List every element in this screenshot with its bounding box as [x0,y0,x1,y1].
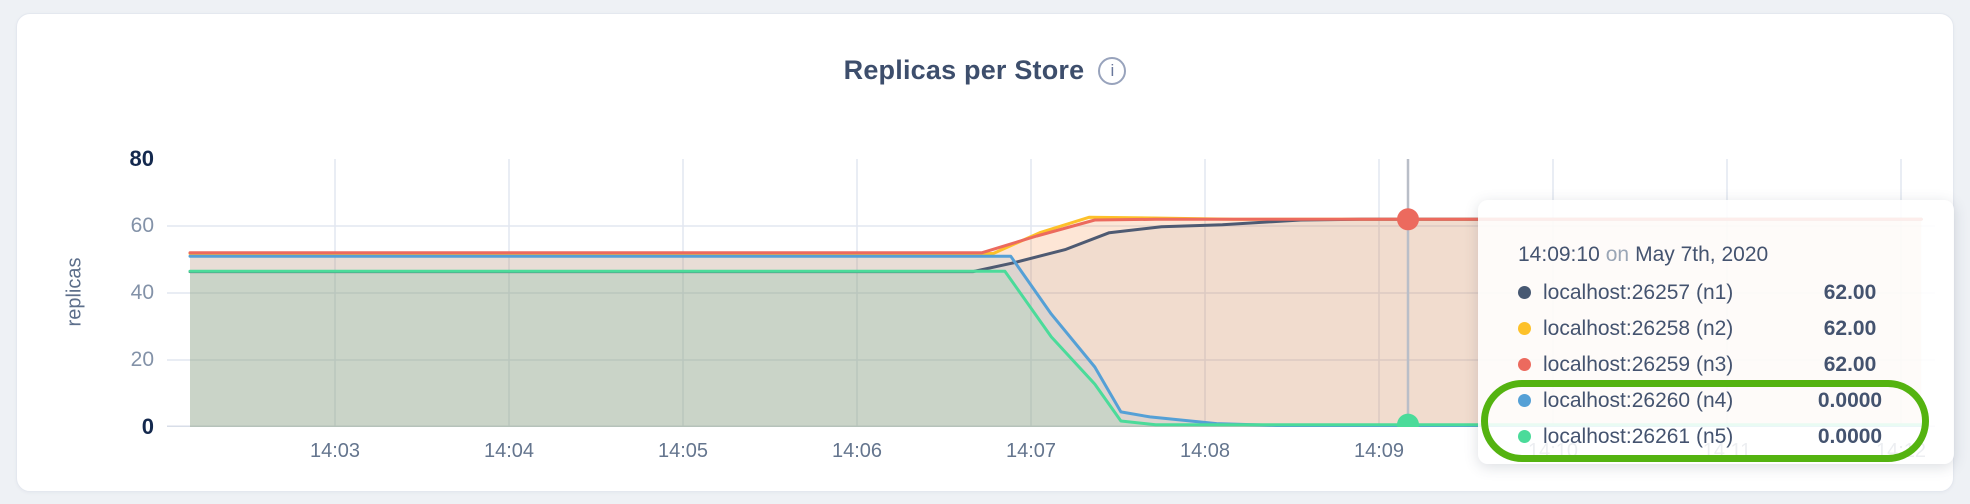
x-tick-label: 14:05 [657,440,709,462]
tooltip-header: 14:09:10 on May 7th, 2020 [1518,242,1896,268]
x-tick-label: 14:08 [1179,440,1231,462]
y-tick-label: 40 [130,281,154,304]
series-dot-icon [1518,430,1531,443]
tooltip-row: localhost:26259 (n3) 62.00 [1518,353,1896,376]
area-n5 [190,271,1922,427]
x-tick-label: 14:03 [309,440,361,462]
series-value: 62.00 [1823,316,1877,340]
x-tick-label: 14:06 [831,440,883,462]
x-tick-label: 14:04 [483,440,535,462]
hover-dot [1397,208,1419,231]
series-value: 0.0000 [1817,388,1883,412]
tooltip-row: localhost:26257 (n1) 62.00 [1518,281,1896,304]
series-name: localhost:26259 (n3) [1543,352,1734,376]
series-value: 0.0000 [1817,424,1883,448]
series-dot-icon [1518,322,1531,335]
chart-tooltip: 14:09:10 on May 7th, 2020 localhost:26257 … [1478,200,1954,464]
chart-card: Replicas per Store i replicas 80 60 40 20 0 … [16,13,1954,492]
x-tick-label: 14:07 [1005,440,1057,462]
y-tick-label: 0 [141,414,154,439]
tooltip-row: localhost:26260 (n4) 0.0000 [1518,389,1896,412]
chart-title: Replicas per Store [843,55,1085,85]
series-name: localhost:26257 (n1) [1543,280,1734,304]
tooltip-on: on [1605,243,1630,266]
series-name: localhost:26260 (n4) [1543,388,1734,412]
y-tick-label: 60 [130,214,154,237]
series-dot-icon [1518,394,1531,407]
series-value: 62.00 [1823,280,1877,304]
x-tick-label: 14:09 [1353,440,1405,462]
series-dot-icon [1518,286,1531,299]
tooltip-row: localhost:26258 (n2) 62.00 [1518,317,1896,340]
info-icon[interactable]: i [1098,56,1127,85]
line-n5 [188,269,1923,427]
series-dot-icon [1518,358,1531,371]
y-tick-label: 80 [129,146,154,171]
tooltip-date: May 7th, 2020 [1635,243,1769,266]
y-tick-label: 20 [130,348,154,371]
hover-dot [1397,413,1419,427]
line-n3 [188,217,1923,255]
info-icon-glyph: i [1110,61,1115,80]
series-name: localhost:26261 (n5) [1543,424,1734,448]
tooltip-rows: localhost:26257 (n1) 62.00 localhost:26258… [1518,281,1896,448]
series-name: localhost:26258 (n2) [1543,316,1734,340]
chart-header: Replicas per Store i [17,55,1953,86]
tooltip-row: localhost:26261 (n5) 0.0000 [1518,425,1896,448]
series-value: 62.00 [1823,352,1877,376]
tooltip-time: 14:09:10 [1518,243,1600,266]
